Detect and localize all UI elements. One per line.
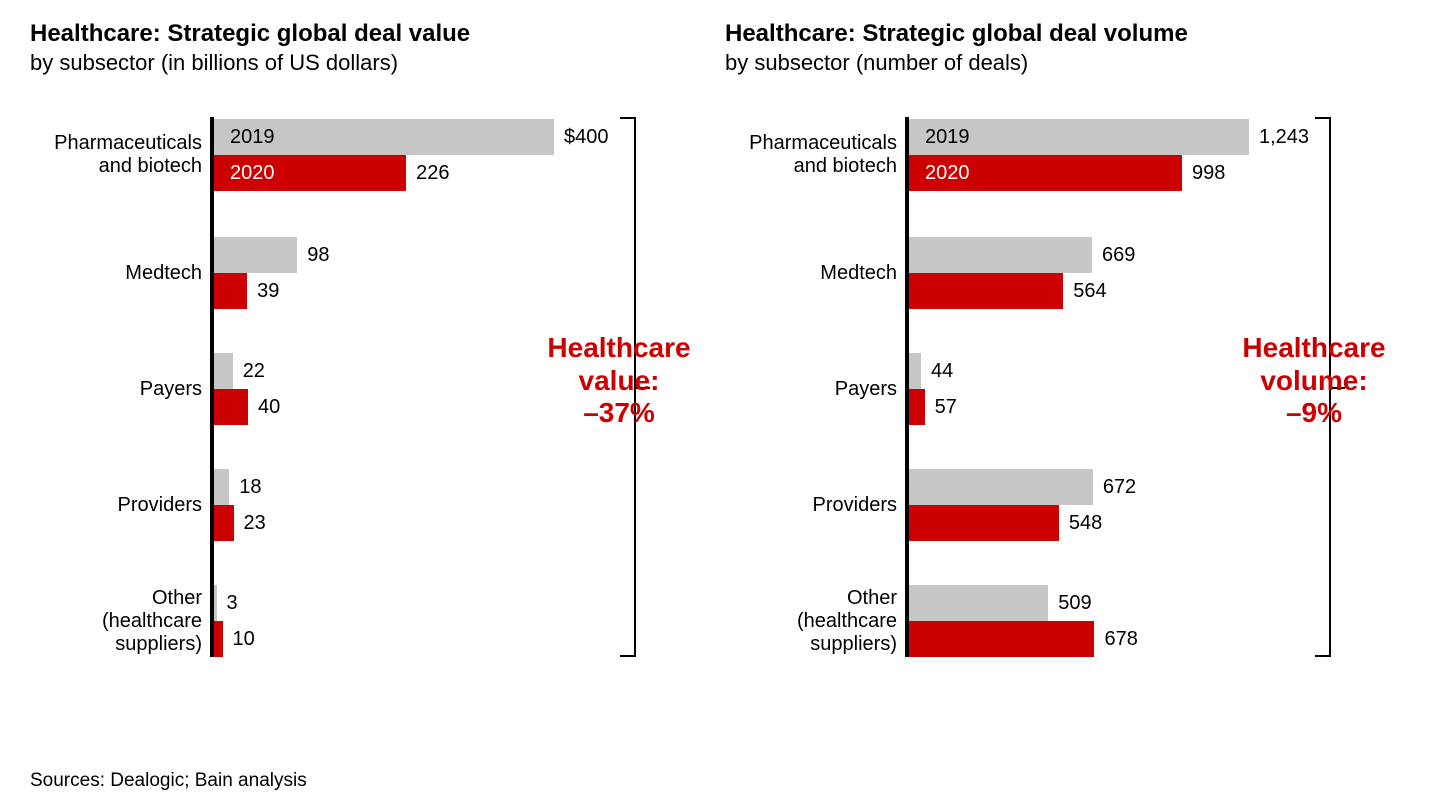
bar-row: 18: [214, 469, 715, 505]
bar-row: 669: [909, 237, 1410, 273]
bar-y2019: [909, 353, 921, 389]
sources-note: Sources: Dealogic; Bain analysis: [30, 770, 307, 792]
category-label: Pharmaceuticalsand biotech: [30, 117, 210, 193]
category-label: Payers: [30, 353, 210, 425]
bar-row: 672: [909, 469, 1410, 505]
category-label: Pharmaceuticalsand biotech: [725, 117, 905, 193]
bar-value-label: 509: [1048, 592, 1091, 615]
bar-row: 678: [909, 621, 1410, 657]
bar-row: 548: [909, 505, 1410, 541]
bar-value-label: 3: [217, 592, 238, 615]
series-label-y2019: 2019: [214, 119, 554, 155]
chart-body: Pharmaceuticalsand biotech Medtech Payers P…: [30, 117, 715, 657]
chart-body: Pharmaceuticalsand biotech Medtech Payers P…: [725, 117, 1410, 657]
annotation-value: Healthcarevalue:–37%: [534, 332, 704, 429]
category-label: Payers: [725, 353, 905, 425]
bar-value-label: $400: [554, 126, 609, 149]
bar-row: 3: [214, 585, 715, 621]
bar-value-label: 23: [234, 512, 266, 535]
bar-y2019: 2019: [909, 119, 1249, 155]
bar-value-label: 564: [1063, 280, 1106, 303]
chart-panel-volume: Healthcare: Strategic global deal volume…: [725, 20, 1410, 657]
bar-value-label: 22: [233, 360, 265, 383]
bar-row: 20191,243: [909, 119, 1410, 155]
bar-row: 564: [909, 273, 1410, 309]
bar-row: 2019$400: [214, 119, 715, 155]
annotation-volume: Healthcarevolume:–9%: [1229, 332, 1399, 429]
bar-y2019: [214, 237, 297, 273]
bar-row: 23: [214, 505, 715, 541]
series-label-y2020: 2020: [214, 155, 406, 191]
bar-group: 672 548: [909, 469, 1410, 541]
bar-row: 2020998: [909, 155, 1410, 191]
bar-value-label: 1,243: [1249, 126, 1309, 149]
bar-y2019: [214, 353, 233, 389]
bar-group: 3 10: [214, 585, 715, 657]
bar-y2020: [909, 273, 1063, 309]
category-labels-column: Pharmaceuticalsand biotech Medtech Payers P…: [725, 117, 905, 657]
chart-titles: Healthcare: Strategic global deal volume…: [725, 20, 1410, 77]
bar-group: 1823: [214, 469, 715, 541]
bar-y2019: [909, 237, 1092, 273]
bar-y2020: [214, 621, 223, 657]
bar-y2019: [909, 469, 1093, 505]
bar-row: 10: [214, 621, 715, 657]
bar-y2020: 2020: [214, 155, 406, 191]
bar-y2020: 2020: [909, 155, 1182, 191]
series-label-y2020: 2020: [909, 155, 1182, 191]
category-label: Providers: [725, 469, 905, 541]
bar-value-label: 548: [1059, 512, 1102, 535]
bar-value-label: 18: [229, 476, 261, 499]
bar-y2020: [214, 389, 248, 425]
charts-container: Healthcare: Strategic global deal valueb…: [30, 20, 1410, 657]
bar-row: 98: [214, 237, 715, 273]
bar-y2019: 2019: [214, 119, 554, 155]
bar-y2020: [909, 621, 1094, 657]
bar-value-label: 669: [1092, 244, 1135, 267]
bar-value-label: 998: [1182, 162, 1225, 185]
bar-value-label: 672: [1093, 476, 1136, 499]
category-label: Medtech: [30, 237, 210, 309]
bar-y2020: [909, 505, 1059, 541]
chart-subtitle: by subsector (in billions of US dollars): [30, 49, 715, 78]
series-label-y2019: 2019: [909, 119, 1249, 155]
chart-titles: Healthcare: Strategic global deal valueb…: [30, 20, 715, 77]
category-label: Providers: [30, 469, 210, 541]
bar-y2020: [214, 505, 234, 541]
bar-row: 509: [909, 585, 1410, 621]
bar-value-label: 39: [247, 280, 279, 303]
bar-value-label: 678: [1094, 628, 1137, 651]
category-labels-column: Pharmaceuticalsand biotech Medtech Payers P…: [30, 117, 210, 657]
bar-value-label: 44: [921, 360, 953, 383]
category-label: Medtech: [725, 237, 905, 309]
bar-value-label: 10: [223, 628, 255, 651]
bars-area: 2019$4002020226983922401823310Healthcare…: [214, 117, 715, 657]
bar-y2020: [214, 273, 247, 309]
bar-y2020: [909, 389, 925, 425]
bar-row: 2020226: [214, 155, 715, 191]
chart-panel-value: Healthcare: Strategic global deal valueb…: [30, 20, 715, 657]
bar-row: 39: [214, 273, 715, 309]
bar-group: 509678: [909, 585, 1410, 657]
bar-group: 2019$4002020226: [214, 117, 715, 193]
chart-title: Healthcare: Strategic global deal value: [30, 20, 715, 49]
chart-subtitle: by subsector (number of deals): [725, 49, 1410, 78]
bar-group: 98 39: [214, 237, 715, 309]
bar-y2019: [909, 585, 1048, 621]
bar-value-label: 226: [406, 162, 449, 185]
chart-title: Healthcare: Strategic global deal volume: [725, 20, 1410, 49]
category-label: Other(healthcaresuppliers): [30, 585, 210, 657]
bar-group: 669 564: [909, 237, 1410, 309]
bar-y2019: [214, 469, 229, 505]
bar-value-label: 57: [925, 396, 957, 419]
bar-value-label: 40: [248, 396, 280, 419]
bars-area: 20191,24320209986695644457672548509678He…: [909, 117, 1410, 657]
bar-value-label: 98: [297, 244, 329, 267]
bar-group: 20191,2432020998: [909, 117, 1410, 193]
category-label: Other(healthcaresuppliers): [725, 585, 905, 657]
